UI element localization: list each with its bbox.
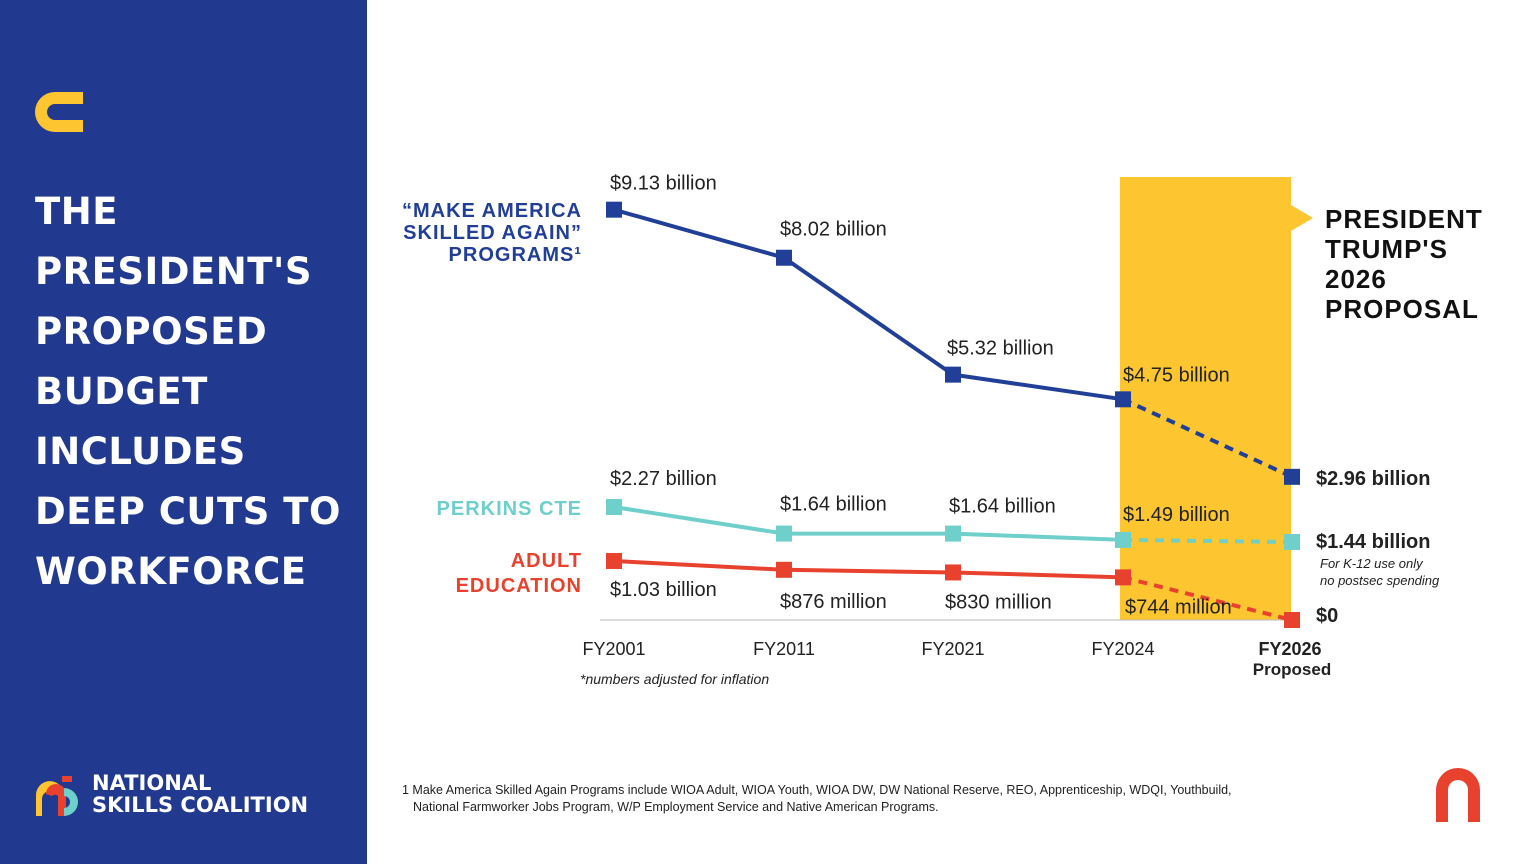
data-label: $876 million bbox=[780, 591, 887, 613]
line-segment bbox=[783, 567, 954, 575]
data-label: $1.03 billion bbox=[610, 579, 717, 601]
line-segment bbox=[613, 505, 785, 536]
data-label: $1.64 billion bbox=[780, 494, 887, 516]
data-label: $744 million bbox=[1125, 596, 1232, 618]
series-name: “MAKE AMERICA bbox=[402, 200, 582, 222]
perkins-note: For K-12 use only bbox=[1320, 556, 1424, 571]
data-label: $2.27 billion bbox=[610, 468, 717, 490]
line-segment bbox=[613, 558, 785, 572]
x-tick-label: FY2011 bbox=[753, 639, 815, 659]
projected-segment bbox=[1122, 537, 1293, 545]
data-point bbox=[945, 366, 961, 383]
data-label: $5.32 billion bbox=[947, 338, 1054, 360]
data-point bbox=[1115, 569, 1131, 586]
x-tick-label: FY2024 bbox=[1091, 639, 1154, 659]
data-point bbox=[776, 561, 792, 578]
proposal-label-line: PROPOSAL bbox=[1325, 294, 1479, 324]
x-tick-label: FY2021 bbox=[921, 639, 984, 659]
data-label: $830 million bbox=[945, 591, 1052, 613]
sidebar: THE PRESIDENT'S PROPOSED BUDGET INCLUDES… bbox=[0, 0, 367, 864]
footnote-line: National Farmworker Jobs Program, W/P Em… bbox=[413, 800, 939, 814]
data-point bbox=[1115, 531, 1131, 548]
data-point bbox=[1284, 534, 1300, 551]
data-point bbox=[945, 525, 961, 542]
coalition-mark-icon bbox=[35, 92, 83, 132]
org-name: NATIONAL SKILLS COALITION bbox=[92, 772, 308, 816]
proposal-label-line: PRESIDENT bbox=[1325, 204, 1483, 234]
data-label: $1.64 billion bbox=[949, 496, 1056, 518]
headline-line: INCLUDES bbox=[35, 430, 246, 473]
data-label: $4.75 billion bbox=[1123, 364, 1230, 386]
data-label: $9.13 billion bbox=[610, 173, 717, 195]
series-name: PERKINS CTE bbox=[437, 498, 582, 520]
proposal-label-line: 2026 bbox=[1325, 264, 1387, 294]
footnote-line: 1 Make America Skilled Again Programs in… bbox=[402, 783, 1232, 797]
data-label: $1.44 billion bbox=[1316, 531, 1430, 553]
proposal-label-line: TRUMP'S bbox=[1325, 234, 1448, 264]
data-label: $8.02 billion bbox=[780, 219, 887, 241]
data-point bbox=[1284, 612, 1300, 628]
line-segment bbox=[782, 256, 955, 377]
line-segment bbox=[952, 372, 1124, 402]
data-point bbox=[606, 201, 622, 218]
data-point bbox=[945, 564, 961, 581]
x-tick-label: FY2026 bbox=[1258, 639, 1321, 659]
series-name: SKILLED AGAIN” bbox=[403, 222, 582, 244]
nsc-logo-icon bbox=[35, 776, 78, 816]
data-point bbox=[776, 249, 792, 266]
series-name: ADULT bbox=[511, 550, 582, 572]
line-segment bbox=[613, 207, 785, 260]
headline-line: BUDGET bbox=[35, 370, 208, 413]
data-label: $2.96 billion bbox=[1316, 468, 1430, 490]
headline-line: PRESIDENT'S bbox=[35, 250, 312, 293]
data-point bbox=[1284, 468, 1300, 485]
org-name-line: SKILLS COALITION bbox=[92, 793, 309, 817]
line-segment bbox=[952, 570, 1124, 580]
data-point bbox=[606, 552, 622, 569]
headline-line: THE bbox=[35, 190, 118, 233]
projected-segment bbox=[1122, 575, 1293, 622]
x-tick-sublabel: Proposed bbox=[1253, 660, 1331, 679]
x-tick-label: FY2001 bbox=[582, 639, 645, 659]
headline-line: WORKFORCE bbox=[35, 550, 307, 593]
series-name: PROGRAMS¹ bbox=[449, 244, 582, 266]
corner-mark-icon bbox=[1436, 768, 1480, 822]
series-name: EDUCATION bbox=[456, 575, 582, 597]
data-point bbox=[776, 525, 792, 542]
headline-line: PROPOSED bbox=[35, 310, 268, 353]
org-name-line: NATIONAL bbox=[92, 771, 212, 795]
headline-line: DEEP CUTS TO bbox=[35, 490, 341, 533]
perkins-note: no postsec spending bbox=[1320, 573, 1440, 588]
footnote: 1 Make America Skilled Again Programs in… bbox=[402, 782, 1232, 816]
line-segment bbox=[952, 531, 1124, 542]
data-label: $1.49 billion bbox=[1123, 504, 1230, 526]
data-point bbox=[606, 499, 622, 515]
data-label: $0 bbox=[1316, 605, 1338, 627]
inflation-note: *numbers adjusted for inflation bbox=[580, 671, 769, 687]
data-point bbox=[1115, 391, 1131, 408]
proposal-highlight-band bbox=[1120, 177, 1313, 620]
headline: THE PRESIDENT'S PROPOSED BUDGET INCLUDES… bbox=[35, 182, 341, 602]
